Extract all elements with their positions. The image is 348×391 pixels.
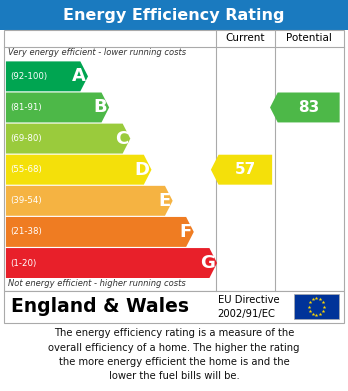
FancyBboxPatch shape [4,30,344,291]
Polygon shape [6,217,194,247]
Polygon shape [6,93,109,122]
Text: (39-54): (39-54) [10,196,42,205]
Text: A: A [72,67,86,85]
Polygon shape [6,61,88,91]
Text: F: F [180,223,192,241]
Polygon shape [6,155,151,185]
FancyBboxPatch shape [0,0,348,30]
Text: Not energy efficient - higher running costs: Not energy efficient - higher running co… [8,279,186,288]
Text: Current: Current [226,33,265,43]
Text: Very energy efficient - lower running costs: Very energy efficient - lower running co… [8,48,187,57]
Text: (92-100): (92-100) [10,72,47,81]
Polygon shape [6,124,130,154]
Text: D: D [135,161,150,179]
Text: England & Wales: England & Wales [11,297,189,316]
Text: G: G [200,254,215,272]
Text: 83: 83 [298,100,319,115]
Polygon shape [270,93,340,122]
Text: (55-68): (55-68) [10,165,42,174]
Text: Potential: Potential [286,33,332,43]
Polygon shape [6,186,173,216]
Text: (21-38): (21-38) [10,228,42,237]
Polygon shape [6,248,217,278]
Text: E: E [159,192,171,210]
Text: (81-91): (81-91) [10,103,42,112]
Text: Energy Efficiency Rating: Energy Efficiency Rating [63,7,285,23]
Text: (1-20): (1-20) [10,258,36,267]
FancyBboxPatch shape [294,294,339,319]
Text: The energy efficiency rating is a measure of the
overall efficiency of a home. T: The energy efficiency rating is a measur… [48,328,300,382]
Polygon shape [211,155,272,185]
Text: EU Directive
2002/91/EC: EU Directive 2002/91/EC [218,294,279,319]
Text: (69-80): (69-80) [10,134,42,143]
FancyBboxPatch shape [4,291,344,323]
Text: C: C [115,129,128,147]
Text: B: B [94,99,108,117]
Text: 57: 57 [235,162,256,177]
